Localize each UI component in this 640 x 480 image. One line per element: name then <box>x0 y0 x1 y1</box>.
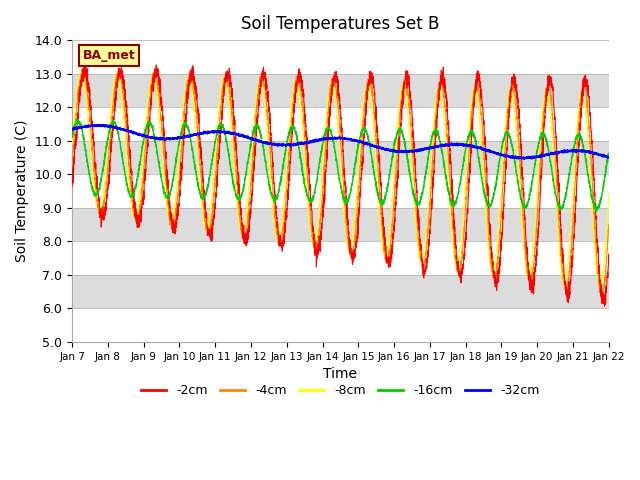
Bar <box>72 174 609 208</box>
Bar <box>72 309 609 342</box>
Title: Soil Temperatures Set B: Soil Temperatures Set B <box>241 15 440 33</box>
Y-axis label: Soil Temperature (C): Soil Temperature (C) <box>15 120 29 262</box>
Bar <box>72 73 609 107</box>
Legend: -2cm, -4cm, -8cm, -16cm, -32cm: -2cm, -4cm, -8cm, -16cm, -32cm <box>136 379 545 402</box>
Text: BA_met: BA_met <box>83 49 136 62</box>
Bar <box>72 107 609 141</box>
Bar <box>72 241 609 275</box>
Bar <box>72 141 609 174</box>
Bar <box>72 275 609 309</box>
Bar <box>72 40 609 73</box>
Bar <box>72 208 609 241</box>
X-axis label: Time: Time <box>323 367 358 381</box>
